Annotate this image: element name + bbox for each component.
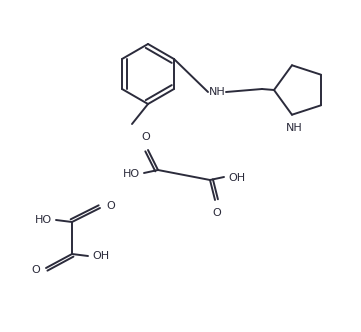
Text: HO: HO	[123, 169, 140, 179]
Text: O: O	[31, 265, 40, 275]
Text: O: O	[142, 132, 151, 142]
Text: OH: OH	[228, 173, 245, 183]
Text: NH: NH	[209, 87, 225, 97]
Text: NH: NH	[286, 123, 303, 133]
Text: OH: OH	[92, 251, 109, 261]
Text: O: O	[106, 201, 115, 211]
Text: HO: HO	[35, 215, 52, 225]
Text: O: O	[213, 208, 221, 218]
